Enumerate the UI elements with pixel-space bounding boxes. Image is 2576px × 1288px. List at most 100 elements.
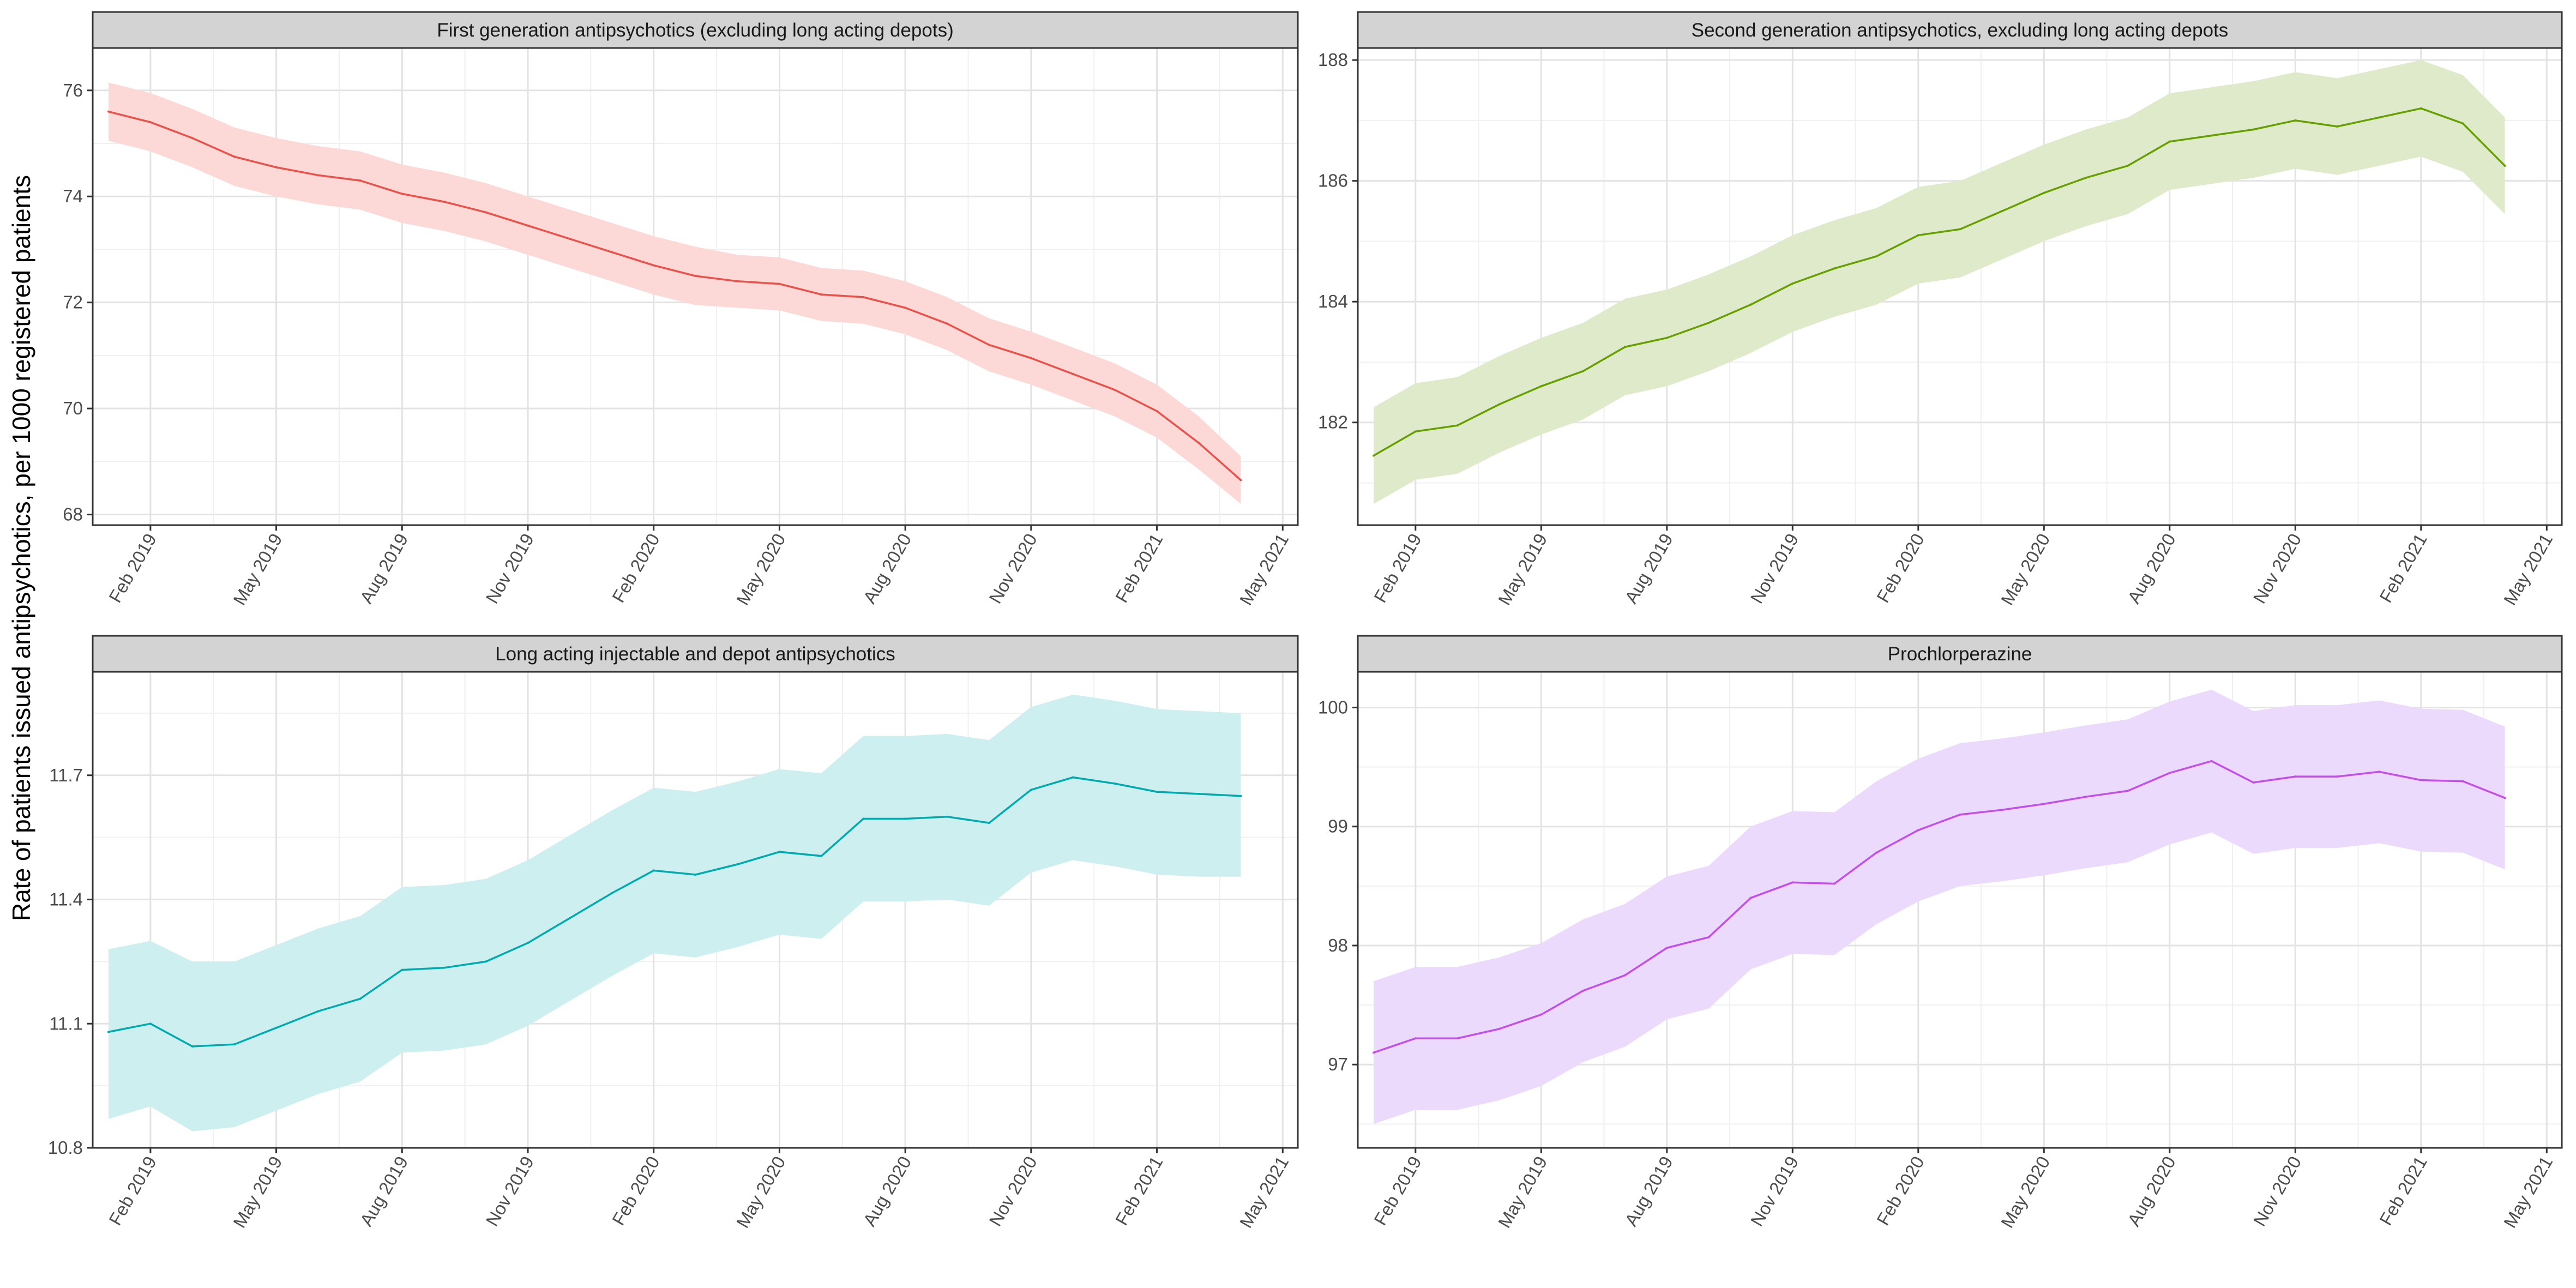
data-point	[652, 869, 655, 872]
data-point	[1665, 947, 1668, 949]
data-point	[401, 968, 404, 971]
data-point	[2378, 116, 2380, 119]
data-point	[652, 264, 655, 267]
confidence-band	[109, 82, 1241, 504]
data-point	[233, 1043, 236, 1046]
data-point	[275, 166, 278, 168]
y-tick-label: 11.1	[49, 1013, 83, 1033]
data-point	[1540, 385, 1543, 388]
y-tick-label: 188	[1318, 50, 1348, 70]
data-point	[610, 251, 613, 254]
y-tick-label: 74	[63, 186, 83, 206]
panel-title: First generation antipsychotics (excludi…	[437, 20, 953, 41]
panel-strip	[92, 11, 1299, 49]
series-line	[108, 111, 1242, 481]
data-point	[2378, 771, 2380, 773]
data-point	[1197, 792, 1200, 795]
data-point	[485, 211, 487, 214]
y-tick-label: 100	[1318, 697, 1348, 717]
data-point	[778, 851, 781, 853]
data-point	[1749, 896, 1752, 899]
data-point	[2419, 779, 2422, 781]
data-point	[1875, 851, 1877, 854]
data-point	[1114, 389, 1116, 392]
panel-2: Second generation antipsychotics, exclud…	[1318, 11, 2563, 609]
data-point	[1072, 372, 1074, 375]
data-point	[191, 137, 194, 140]
data-point	[778, 282, 781, 285]
panel-border	[1357, 47, 2563, 526]
data-point	[1582, 989, 1585, 992]
data-point	[317, 1010, 320, 1013]
data-point	[694, 275, 697, 278]
data-point	[191, 1045, 194, 1048]
y-tick-label: 68	[63, 504, 83, 525]
data-point	[1030, 789, 1032, 791]
data-point	[862, 817, 865, 820]
data-point	[485, 960, 487, 963]
data-point	[359, 179, 362, 182]
data-point	[904, 817, 907, 820]
data-point	[1791, 881, 1794, 884]
data-point	[1582, 370, 1585, 372]
y-tick-label: 97	[1328, 1054, 1348, 1074]
data-point	[1665, 336, 1668, 339]
data-point	[946, 322, 949, 325]
data-point	[1456, 424, 1459, 427]
data-point	[610, 892, 613, 895]
data-point	[443, 966, 446, 969]
data-point	[1623, 974, 1626, 977]
data-point	[527, 224, 529, 227]
panel-title: Second generation antipsychotics, exclud…	[1692, 20, 2229, 41]
y-tick-label: 186	[1318, 171, 1348, 191]
data-point	[1540, 1013, 1543, 1016]
data-point	[2126, 790, 2129, 792]
data-point	[820, 854, 823, 857]
data-point	[988, 822, 990, 824]
y-tick-label: 11.7	[49, 765, 83, 785]
data-point	[1917, 234, 1919, 237]
series-line	[1373, 107, 2506, 457]
data-point	[1959, 813, 1961, 816]
data-point	[862, 296, 865, 298]
data-point	[527, 942, 529, 944]
data-point	[1707, 321, 1710, 324]
panel-3: Long acting injectable and depot antipsy…	[48, 635, 1299, 1231]
data-point	[1030, 357, 1032, 359]
y-tick-label: 11.4	[49, 889, 83, 910]
data-point	[1833, 267, 1836, 270]
data-point	[1155, 410, 1158, 412]
data-point	[2419, 107, 2422, 110]
data-point	[2168, 140, 2171, 143]
confidence-band	[109, 694, 1241, 1131]
panel-border	[92, 671, 1299, 1149]
data-point	[1456, 1037, 1459, 1040]
data-point	[736, 863, 739, 865]
data-point	[2168, 772, 2171, 774]
data-point	[107, 1031, 110, 1033]
data-point	[1833, 882, 1836, 885]
series-line	[108, 776, 1241, 1048]
data-point	[233, 155, 236, 158]
data-point	[107, 110, 110, 113]
data-point	[1155, 791, 1158, 793]
panel-1: First generation antipsychotics (excludi…	[63, 11, 1299, 609]
data-point	[2043, 191, 2045, 194]
data-point	[443, 200, 446, 203]
data-point	[820, 293, 823, 296]
data-point	[1791, 282, 1794, 285]
data-point	[275, 1026, 278, 1029]
data-point	[2043, 803, 2045, 805]
data-point	[2503, 797, 2506, 799]
data-point	[2294, 119, 2297, 122]
panel-title: Long acting injectable and depot antipsy…	[495, 643, 895, 665]
data-point	[2461, 122, 2464, 125]
panel-strip	[92, 635, 1299, 673]
data-point	[1498, 1027, 1501, 1030]
data-point	[2210, 134, 2213, 137]
panel-strip	[1357, 11, 2563, 49]
data-point	[1623, 346, 1626, 348]
data-point	[1875, 255, 1877, 258]
